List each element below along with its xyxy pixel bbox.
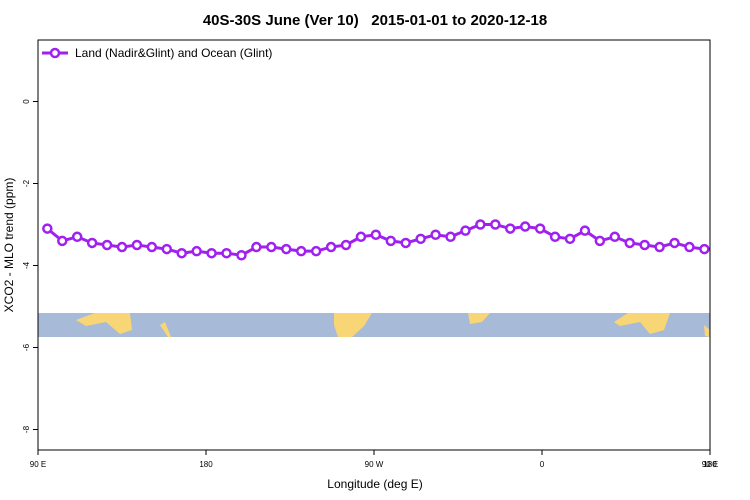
point xyxy=(146,241,158,253)
point xyxy=(415,233,426,245)
y-tick-label: 0 xyxy=(22,99,31,104)
point xyxy=(460,225,471,236)
y-tick-label: -6 xyxy=(22,343,31,351)
point xyxy=(385,235,397,247)
point xyxy=(445,231,456,243)
point xyxy=(355,231,367,243)
x-tick-label: 0 xyxy=(540,460,545,469)
point xyxy=(42,223,53,234)
point xyxy=(579,225,591,236)
point xyxy=(564,233,576,245)
point xyxy=(116,241,128,253)
point xyxy=(295,245,307,257)
point xyxy=(519,221,531,232)
point xyxy=(639,239,650,251)
point xyxy=(475,219,486,230)
point xyxy=(594,235,606,247)
point xyxy=(340,239,352,251)
point xyxy=(131,239,143,251)
chart-title: 40S-30S June (Ver 10) 2015-01-01 to 2020… xyxy=(203,12,547,29)
legend-label: Land (Nadir&Glint) and Ocean (Glint) xyxy=(75,46,272,60)
point xyxy=(549,231,561,243)
point xyxy=(266,241,277,253)
point xyxy=(654,241,665,253)
point xyxy=(57,235,68,247)
x-axis-label: Longitude (deg E) xyxy=(327,477,422,491)
point xyxy=(251,241,262,253)
point xyxy=(370,229,382,240)
point xyxy=(534,223,546,234)
x-tick-label: 180 xyxy=(703,460,717,469)
x-tick-label: 180 xyxy=(199,460,213,469)
x-tick-label: 90 E xyxy=(702,460,718,469)
point xyxy=(101,239,113,251)
point xyxy=(86,237,98,249)
point xyxy=(609,231,621,243)
point xyxy=(176,247,187,259)
point xyxy=(684,241,695,253)
point xyxy=(430,229,441,240)
y-tick-label: -8 xyxy=(22,425,31,433)
x-tick-label: 90 W xyxy=(365,460,384,469)
point xyxy=(236,250,247,261)
point xyxy=(624,237,635,249)
point xyxy=(191,245,202,257)
point xyxy=(325,241,337,253)
legend-marker xyxy=(49,47,61,59)
point xyxy=(310,245,322,257)
point xyxy=(221,247,232,259)
point xyxy=(505,223,516,234)
point xyxy=(490,219,501,230)
point xyxy=(281,243,292,255)
x-tick-label: 90 E xyxy=(30,460,46,469)
point xyxy=(71,231,83,243)
legend: Land (Nadir&Glint) and Ocean (Glint) xyxy=(42,46,272,60)
y-axis-label: XCO2 - MLO trend (ppm) xyxy=(2,178,16,313)
y-tick-label: -4 xyxy=(22,261,31,269)
y-tick-label: -2 xyxy=(22,179,31,187)
point xyxy=(699,243,710,255)
point xyxy=(161,243,173,255)
point xyxy=(206,247,217,259)
map-strip xyxy=(38,313,710,337)
point xyxy=(400,237,411,249)
point xyxy=(669,237,680,249)
